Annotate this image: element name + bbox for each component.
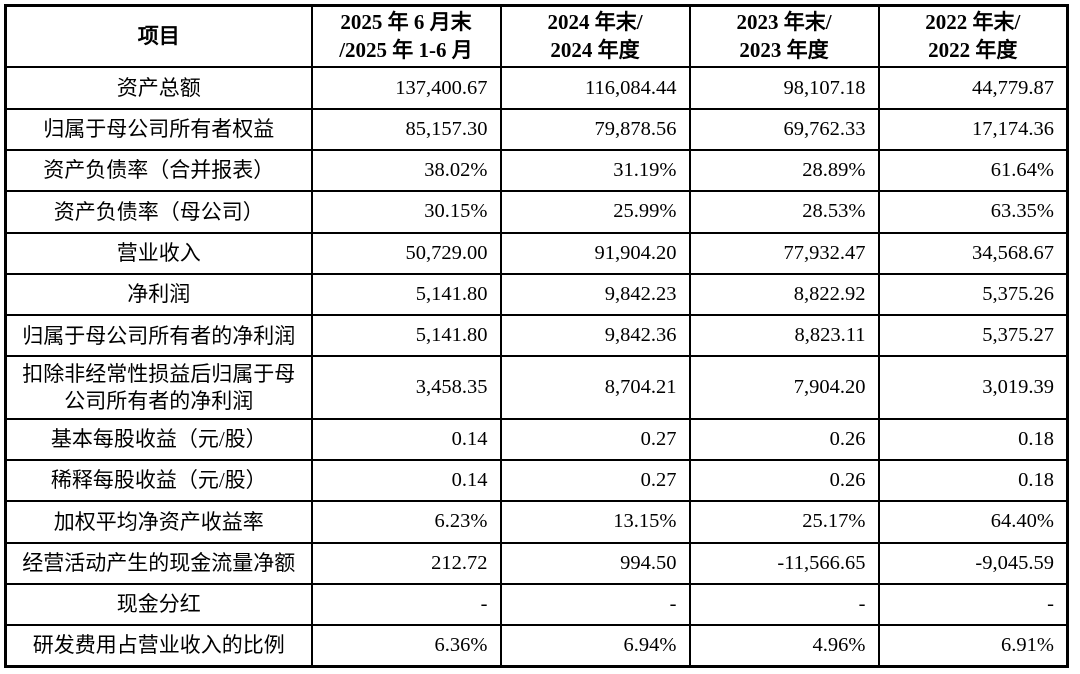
cell-value: 34,568.67 bbox=[877, 231, 1069, 275]
row-label: 稀释每股收益（元/股） bbox=[4, 458, 313, 503]
cell-value: 13.15% bbox=[499, 500, 691, 544]
cell-value: 98,107.18 bbox=[688, 66, 880, 110]
table-row-parent-equity: 归属于母公司所有者权益 85,157.30 79,878.56 69,762.3… bbox=[4, 107, 1069, 151]
cell-value: 0.18 bbox=[877, 417, 1069, 461]
row-label: 归属于母公司所有者的净利润 bbox=[4, 314, 313, 358]
row-label: 资产总额 bbox=[4, 66, 313, 110]
cell-value: 0.27 bbox=[499, 458, 691, 503]
cell-value: 38.02% bbox=[310, 148, 502, 193]
cell-value: - bbox=[310, 582, 502, 627]
cell-value: 3,019.39 bbox=[877, 355, 1069, 420]
table-row-operating-cash-flow: 经营活动产生的现金流量净额 212.72 994.50 -11,566.65 -… bbox=[4, 541, 1069, 585]
row-label: 营业收入 bbox=[4, 231, 313, 275]
table-row-diluted-eps: 稀释每股收益（元/股） 0.14 0.27 0.26 0.18 bbox=[4, 458, 1069, 503]
cell-value: 5,375.27 bbox=[877, 314, 1069, 358]
cell-value: 4.96% bbox=[688, 624, 880, 668]
cell-value: 0.27 bbox=[499, 417, 691, 461]
row-label: 经营活动产生的现金流量净额 bbox=[4, 541, 313, 585]
table-row-total-assets: 资产总额 137,400.67 116,084.44 98,107.18 44,… bbox=[4, 66, 1069, 110]
cell-value: 7,904.20 bbox=[688, 355, 880, 420]
cell-value: 994.50 bbox=[499, 541, 691, 585]
cell-value: 77,932.47 bbox=[688, 231, 880, 275]
column-header-2023: 2023 年末/ 2023 年度 bbox=[688, 4, 880, 69]
table-row-basic-eps: 基本每股收益（元/股） 0.14 0.27 0.26 0.18 bbox=[4, 417, 1069, 461]
cell-value: - bbox=[877, 582, 1069, 627]
row-label: 资产负债率（母公司） bbox=[4, 190, 313, 234]
cell-value: 8,704.21 bbox=[499, 355, 691, 420]
cell-value: 85,157.30 bbox=[310, 107, 502, 151]
column-header-item: 项目 bbox=[4, 4, 313, 69]
cell-value: 25.99% bbox=[499, 190, 691, 234]
cell-value: 3,458.35 bbox=[310, 355, 502, 420]
cell-value: 0.18 bbox=[877, 458, 1069, 503]
cell-value: 212.72 bbox=[310, 541, 502, 585]
row-label: 净利润 bbox=[4, 272, 313, 317]
cell-value: 9,842.36 bbox=[499, 314, 691, 358]
financial-summary-table: 项目 2025 年 6 月末 /2025 年 1-6 月 2024 年末/ 20… bbox=[4, 4, 1069, 668]
cell-value: 28.53% bbox=[688, 190, 880, 234]
cell-value: 17,174.36 bbox=[877, 107, 1069, 151]
cell-value: 0.26 bbox=[688, 458, 880, 503]
cell-value: 44,779.87 bbox=[877, 66, 1069, 110]
row-label: 研发费用占营业收入的比例 bbox=[4, 624, 313, 668]
table-row-net-profit-parent: 归属于母公司所有者的净利润 5,141.80 9,842.36 8,823.11… bbox=[4, 314, 1069, 358]
cell-value: 8,823.11 bbox=[688, 314, 880, 358]
cell-value: 6.91% bbox=[877, 624, 1069, 668]
cell-value: -11,566.65 bbox=[688, 541, 880, 585]
table-row-revenue: 营业收入 50,729.00 91,904.20 77,932.47 34,56… bbox=[4, 231, 1069, 275]
table-row-weighted-avg-roe: 加权平均净资产收益率 6.23% 13.15% 25.17% 64.40% bbox=[4, 500, 1069, 544]
cell-value: 25.17% bbox=[688, 500, 880, 544]
column-header-2022: 2022 年末/ 2022 年度 bbox=[877, 4, 1069, 69]
cell-value: 5,375.26 bbox=[877, 272, 1069, 317]
cell-value: 5,141.80 bbox=[310, 272, 502, 317]
cell-value: 137,400.67 bbox=[310, 66, 502, 110]
cell-value: 9,842.23 bbox=[499, 272, 691, 317]
cell-value: 0.26 bbox=[688, 417, 880, 461]
table-row-net-profit: 净利润 5,141.80 9,842.23 8,822.92 5,375.26 bbox=[4, 272, 1069, 317]
cell-value: 6.23% bbox=[310, 500, 502, 544]
table-row-debt-ratio-consolidated: 资产负债率（合并报表） 38.02% 31.19% 28.89% 61.64% bbox=[4, 148, 1069, 193]
table-row-net-profit-excl-nonrecurring: 扣除非经常性损益后归属于母 公司所有者的净利润 3,458.35 8,704.2… bbox=[4, 355, 1069, 420]
row-label: 加权平均净资产收益率 bbox=[4, 500, 313, 544]
cell-value: -9,045.59 bbox=[877, 541, 1069, 585]
cell-value: 5,141.80 bbox=[310, 314, 502, 358]
cell-value: 116,084.44 bbox=[499, 66, 691, 110]
row-label: 扣除非经常性损益后归属于母 公司所有者的净利润 bbox=[4, 355, 313, 420]
cell-value: 0.14 bbox=[310, 458, 502, 503]
cell-value: 61.64% bbox=[877, 148, 1069, 193]
cell-value: 91,904.20 bbox=[499, 231, 691, 275]
cell-value: - bbox=[688, 582, 880, 627]
cell-value: 64.40% bbox=[877, 500, 1069, 544]
row-label: 基本每股收益（元/股） bbox=[4, 417, 313, 461]
cell-value: 79,878.56 bbox=[499, 107, 691, 151]
cell-value: 28.89% bbox=[688, 148, 880, 193]
cell-value: 8,822.92 bbox=[688, 272, 880, 317]
header-row: 项目 2025 年 6 月末 /2025 年 1-6 月 2024 年末/ 20… bbox=[4, 4, 1069, 69]
column-header-2025: 2025 年 6 月末 /2025 年 1-6 月 bbox=[310, 4, 502, 69]
cell-value: 6.94% bbox=[499, 624, 691, 668]
cell-value: 63.35% bbox=[877, 190, 1069, 234]
cell-value: 6.36% bbox=[310, 624, 502, 668]
cell-value: 30.15% bbox=[310, 190, 502, 234]
cell-value: 50,729.00 bbox=[310, 231, 502, 275]
table-row-rnd-expense-ratio: 研发费用占营业收入的比例 6.36% 6.94% 4.96% 6.91% bbox=[4, 624, 1069, 668]
row-label: 现金分红 bbox=[4, 582, 313, 627]
row-label: 归属于母公司所有者权益 bbox=[4, 107, 313, 151]
table-row-cash-dividend: 现金分红 - - - - bbox=[4, 582, 1069, 627]
cell-value: 0.14 bbox=[310, 417, 502, 461]
cell-value: - bbox=[499, 582, 691, 627]
cell-value: 69,762.33 bbox=[688, 107, 880, 151]
table-row-debt-ratio-parent: 资产负债率（母公司） 30.15% 25.99% 28.53% 63.35% bbox=[4, 190, 1069, 234]
row-label: 资产负债率（合并报表） bbox=[4, 148, 313, 193]
column-header-2024: 2024 年末/ 2024 年度 bbox=[499, 4, 691, 69]
cell-value: 31.19% bbox=[499, 148, 691, 193]
